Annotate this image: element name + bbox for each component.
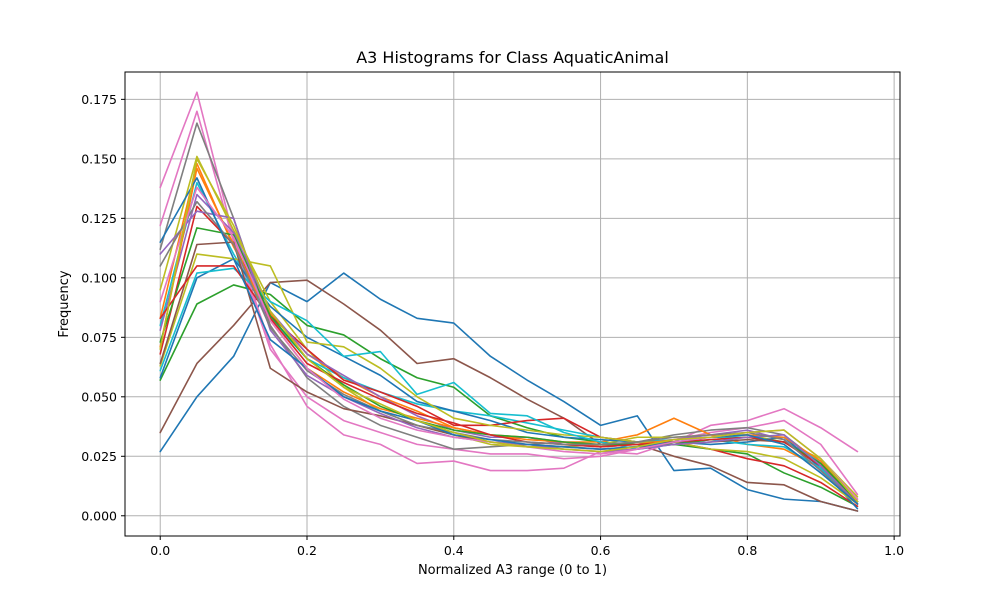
series-line-19 xyxy=(159,210,859,505)
x-tick-label: 0.8 xyxy=(737,543,757,558)
ticks: 0.0 0.2 0.4 0.6 0.8 1.0 0.000 0.025 0.050 0.075 0.… xyxy=(81,92,904,558)
y-tick-label: 0.075 xyxy=(81,330,117,345)
plot-frame xyxy=(124,71,901,537)
series-line-1 xyxy=(159,272,859,512)
series-group xyxy=(159,91,859,512)
y-tick-label: 0.150 xyxy=(81,151,117,166)
chart-title: A3 Histograms for Class AquaticAnimal xyxy=(356,48,669,67)
series-line-23 xyxy=(159,158,859,503)
x-tick-label: 1.0 xyxy=(884,543,904,558)
y-tick-label: 0.125 xyxy=(81,211,117,226)
series-line-13 xyxy=(159,253,859,505)
series-line-12 xyxy=(159,257,859,510)
series-line-3 xyxy=(159,284,859,508)
y-tick-label: 0.025 xyxy=(81,449,117,464)
x-axis-label: Normalized A3 range (0 to 1) xyxy=(418,563,607,578)
series-line-21 xyxy=(159,177,859,505)
y-axis-label: Frequency xyxy=(57,270,72,337)
y-tick-label: 0.100 xyxy=(81,270,117,285)
series-line-10 xyxy=(159,205,859,508)
x-tick-label: 0.0 xyxy=(150,543,170,558)
grid xyxy=(125,72,900,536)
series-line-14 xyxy=(159,267,859,505)
y-tick-label: 0.175 xyxy=(81,92,117,107)
y-tick-label: 0.050 xyxy=(81,389,117,404)
x-tick-label: 0.2 xyxy=(297,543,317,558)
y-tick-label: 0.000 xyxy=(81,508,117,523)
series-line-4 xyxy=(159,91,859,472)
x-tick-label: 0.4 xyxy=(444,543,464,558)
x-tick-label: 0.6 xyxy=(591,543,611,558)
series-line-2 xyxy=(159,279,859,512)
